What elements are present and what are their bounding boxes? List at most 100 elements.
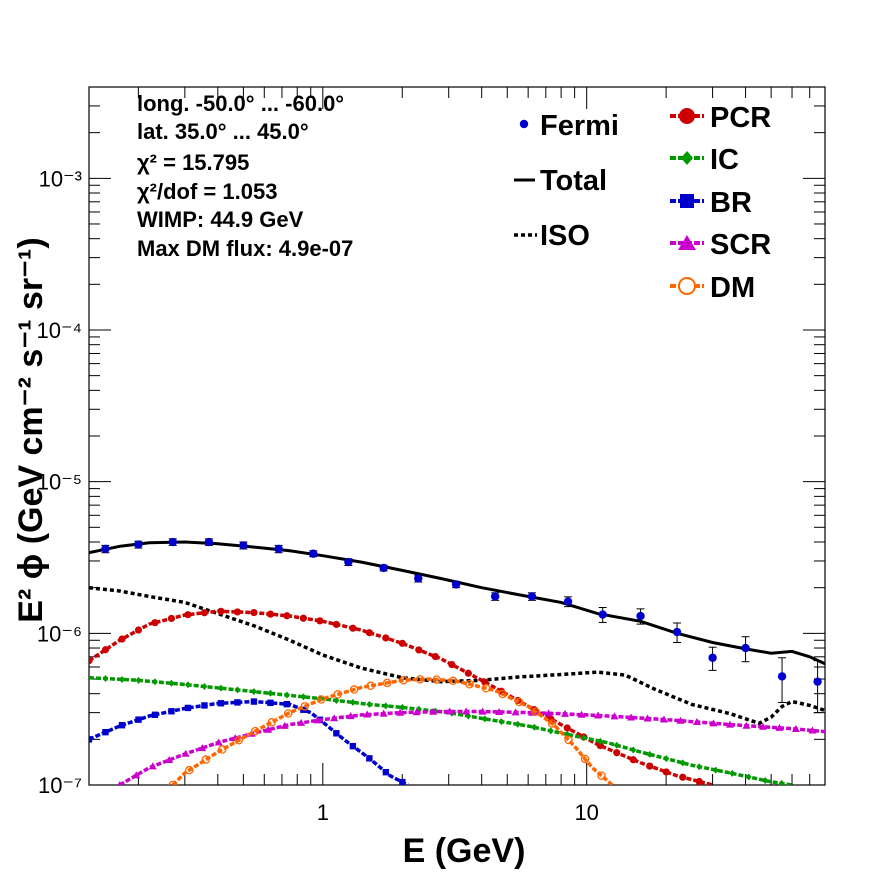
scr-marker [280, 721, 289, 729]
dm-marker [432, 675, 441, 684]
br-marker [349, 742, 357, 750]
dm-marker [465, 680, 474, 689]
fermi-point [636, 611, 645, 621]
scr-marker [511, 708, 520, 716]
axis-tick-labels: 1 10 10⁻⁷ 10⁻⁶ 10⁻⁵ 10⁻⁴ 10⁻³ [36, 166, 598, 825]
ic-marker [531, 723, 538, 731]
legend-scr-marker [678, 235, 696, 250]
ic-marker [151, 678, 158, 686]
dm-marker [597, 771, 606, 780]
ic-marker [630, 746, 637, 754]
fermi-point [344, 557, 353, 567]
legend-scr-label: SCR [710, 229, 771, 261]
scr-marker [297, 718, 306, 726]
iso-curve [89, 585, 825, 726]
scr-curve [118, 709, 825, 785]
fermi-point [134, 540, 143, 549]
fit-annotations: long. -50.0° ... -60.0° lat. 35.0° ... 45… [137, 91, 353, 261]
annotation-line: lat. 35.0° ... 45.0° [137, 119, 309, 144]
legend-br-label: BR [710, 187, 752, 219]
pcr-marker [349, 624, 357, 632]
scr-marker [429, 707, 438, 715]
pcr-marker [250, 608, 258, 617]
pcr-marker [563, 724, 571, 732]
scr-marker [165, 756, 174, 764]
pcr-marker [382, 634, 390, 642]
fermi-point [451, 580, 461, 589]
fermi-point [741, 643, 750, 653]
legend-fermi-symbol [519, 119, 529, 129]
x-tick-label: 10 [574, 800, 598, 825]
pcr-marker [448, 660, 456, 669]
scr-marker [643, 714, 652, 722]
annotation-line: χ²/dof = 1.053 [137, 179, 277, 204]
fermi-point [777, 672, 787, 681]
scr-marker [561, 709, 570, 717]
pcr-marker [481, 678, 489, 686]
scr-marker [709, 719, 718, 727]
dm-marker [316, 695, 326, 704]
scr-marker [742, 721, 751, 729]
dm-marker [498, 689, 507, 699]
pcr-marker [233, 608, 242, 616]
pcr-marker [89, 657, 93, 665]
ic-marker [135, 676, 142, 684]
fermi-points [101, 537, 822, 714]
ic-marker [613, 741, 620, 749]
br-marker [217, 700, 225, 707]
pcr-marker [217, 607, 225, 615]
ic-marker [89, 674, 92, 682]
pcr-marker [151, 619, 159, 627]
pcr-marker [629, 756, 637, 764]
legend-ic-marker [681, 151, 693, 165]
legend-dm-marker [678, 277, 696, 295]
scr-marker [264, 725, 273, 733]
scr-marker [692, 718, 701, 726]
fermi-point [204, 537, 214, 547]
pcr-marker [266, 610, 275, 618]
br-marker [382, 768, 390, 776]
fermi-point [527, 592, 537, 601]
pcr-marker [316, 617, 324, 625]
fermi-point [598, 610, 607, 619]
pcr-marker [415, 646, 423, 654]
scr-marker [214, 738, 223, 746]
pcr-marker [464, 669, 472, 677]
scr-marker [330, 714, 339, 722]
scr-marker [808, 726, 817, 734]
pcr-marker [613, 749, 621, 757]
scr-marker [462, 707, 471, 715]
pcr-marker [695, 777, 703, 785]
legend-left: Fermi Total ISO [514, 110, 619, 252]
scr-marker [396, 708, 405, 716]
scr-marker [577, 710, 586, 718]
ic-marker [102, 675, 109, 683]
scr-marker [544, 709, 553, 717]
scr-marker [132, 771, 141, 779]
legend-br-marker [680, 194, 694, 208]
scr-marker [412, 708, 421, 716]
scr-marker [594, 711, 603, 719]
ic-marker [514, 720, 521, 728]
pcr-marker [299, 614, 308, 622]
ic-marker [217, 684, 224, 692]
ic-marker [168, 679, 175, 687]
dm-marker [333, 690, 342, 699]
fermi-point [309, 549, 318, 558]
pcr-marker [200, 609, 209, 617]
pcr-marker [431, 652, 439, 661]
scr-marker [659, 715, 668, 723]
ic-marker [679, 759, 686, 767]
dm-marker [481, 684, 491, 693]
legend-pcr-label: PCR [710, 102, 771, 134]
y-tick-label: 10⁻³ [39, 166, 82, 191]
dm-marker [217, 745, 227, 754]
dm-marker [283, 709, 293, 718]
scr-marker [198, 744, 207, 752]
ic-marker [646, 750, 653, 758]
x-axis-title: E (GeV) [403, 832, 526, 870]
ic-marker [283, 691, 290, 699]
dm-marker [366, 681, 375, 691]
ic-marker [498, 718, 505, 726]
